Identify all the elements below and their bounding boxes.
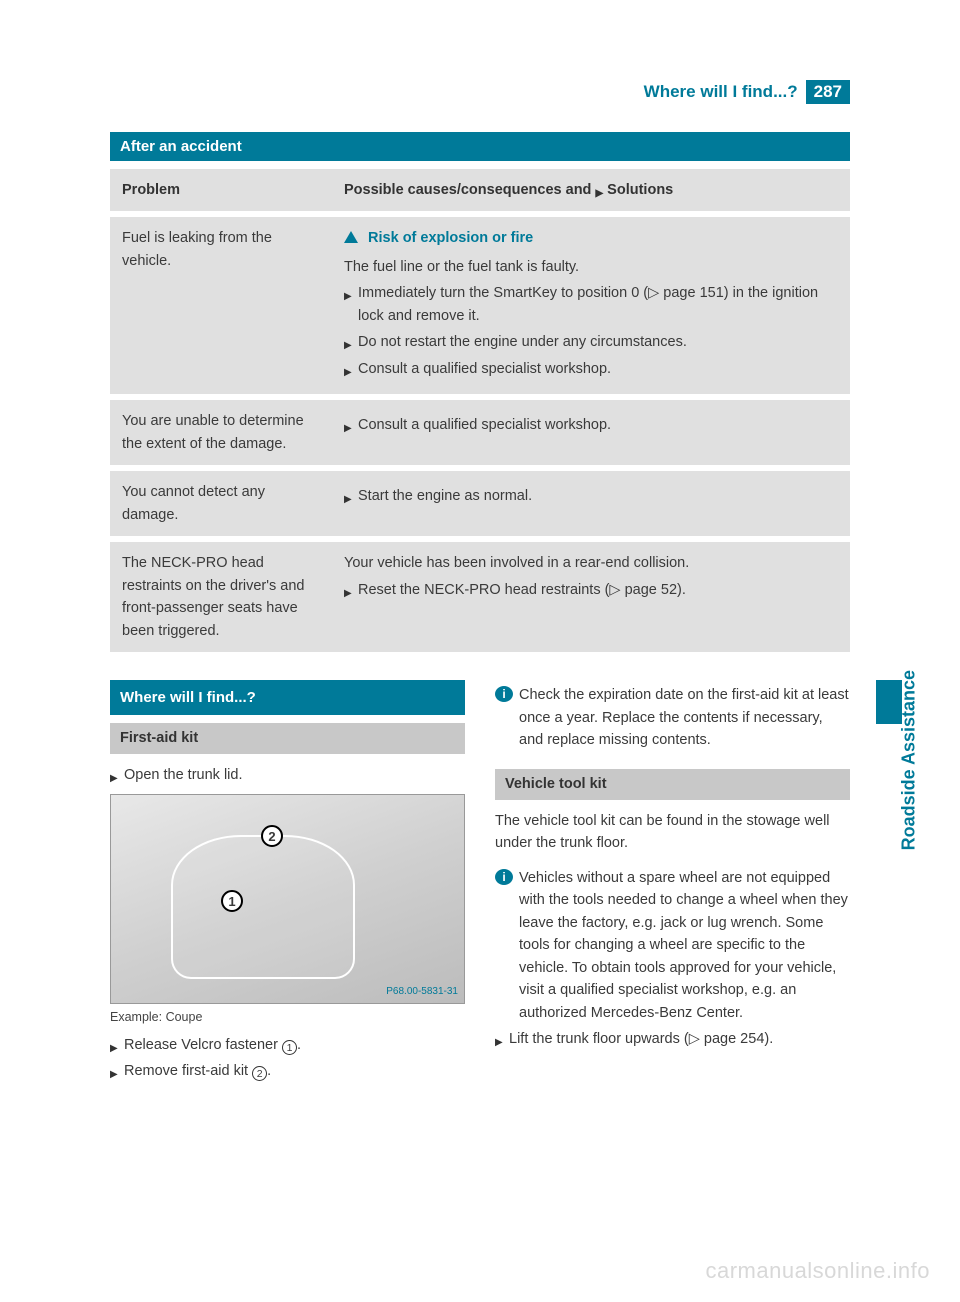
tool-kit-intro: The vehicle tool kit can be found in the…	[495, 810, 850, 855]
header-title: Where will I find...?	[644, 80, 806, 104]
step-arrow-icon	[110, 1060, 124, 1082]
section-after-accident: After an accident	[110, 132, 850, 161]
illustration-first-aid: 2 1 P68.00-5831-31	[110, 794, 465, 1004]
step-arrow-icon	[495, 1028, 509, 1050]
left-column: Where will I find...? First-aid kit Open…	[110, 680, 465, 1087]
image-code: P68.00-5831-31	[386, 984, 458, 1000]
col-solution: Possible causes/consequences and Solutio…	[332, 169, 850, 211]
callout-2: 2	[261, 825, 283, 847]
side-tab: Roadside Assistance	[876, 470, 898, 720]
section-where-find: Where will I find...?	[110, 680, 465, 715]
page-header: Where will I find...? 287	[110, 80, 850, 104]
table-row: You are unable to determine the extent o…	[110, 400, 850, 465]
info-icon: i	[495, 686, 513, 702]
sub-first-aid: First-aid kit	[110, 723, 465, 753]
sub-vehicle-tool: Vehicle tool kit	[495, 769, 850, 799]
image-caption: Example: Coupe	[110, 1008, 465, 1027]
step-arrow-icon	[344, 414, 358, 436]
table-row: You cannot detect any damage. Start the …	[110, 471, 850, 536]
table-row: Fuel is leaking from the vehicle. Risk o…	[110, 217, 850, 394]
col-problem: Problem	[110, 169, 332, 211]
info-icon: i	[495, 869, 513, 885]
right-column: i Check the expiration date on the first…	[495, 680, 850, 1087]
watermark: carmanualsonline.info	[705, 1258, 930, 1284]
step-arrow-icon	[344, 282, 358, 327]
step-arrow-icon	[110, 764, 124, 786]
step-arrow-icon	[344, 579, 358, 601]
side-tab-marker	[876, 680, 902, 724]
table-row: The NECK-PRO head restraints on the driv…	[110, 542, 850, 652]
problem-table: Problem Possible causes/consequences and…	[110, 169, 850, 652]
ref-1: 1	[282, 1040, 297, 1055]
step-arrow-icon	[344, 485, 358, 507]
warning-line: Risk of explosion or fire	[344, 227, 838, 249]
warning-triangle-icon	[344, 231, 358, 243]
page-number: 287	[806, 80, 850, 104]
step-arrow-icon	[344, 331, 358, 353]
arrow-icon	[595, 182, 603, 198]
ref-2: 2	[252, 1066, 267, 1081]
callout-1: 1	[221, 890, 243, 912]
step-arrow-icon	[110, 1034, 124, 1056]
step-arrow-icon	[344, 358, 358, 380]
